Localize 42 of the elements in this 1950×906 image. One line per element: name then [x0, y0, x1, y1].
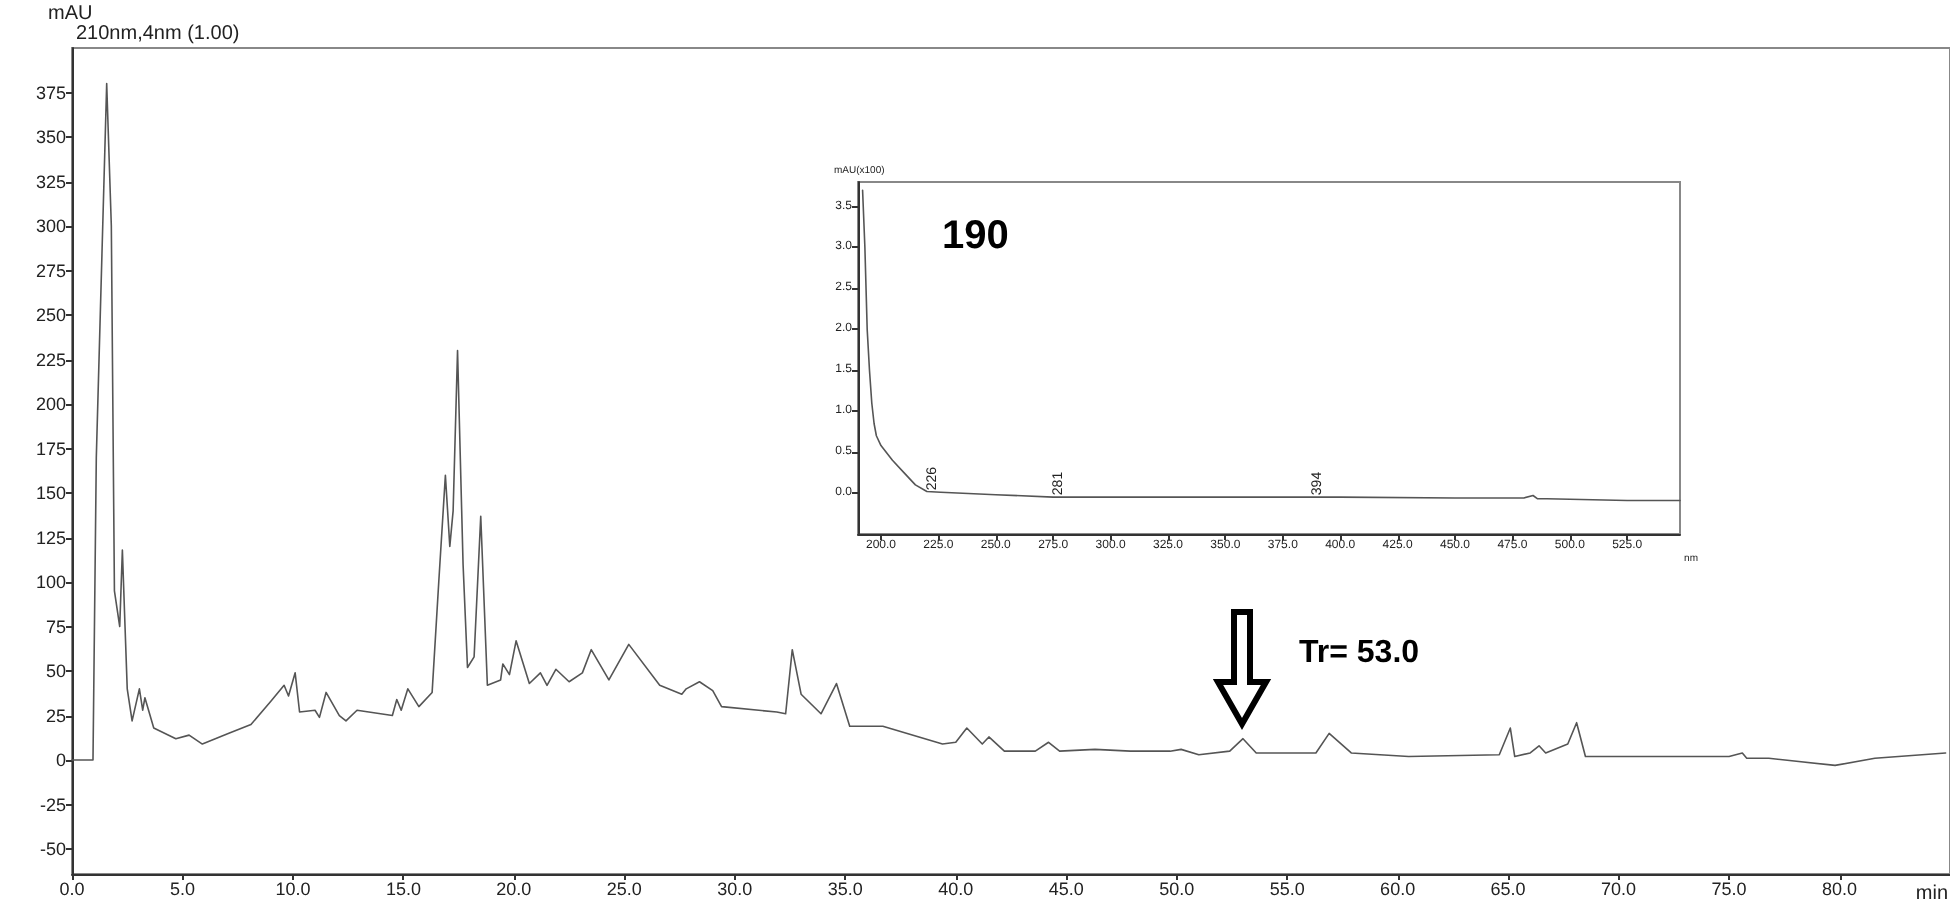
y-tick-label: 175 [35, 438, 66, 459]
y-tick-label: 200 [35, 394, 66, 415]
x-tick-label: 80.0 [1822, 879, 1858, 899]
y-tick-label: 75 [45, 616, 66, 637]
x-tick-label: 60.0 [1380, 879, 1416, 899]
x-tick-label: 0.0 [59, 879, 85, 899]
x-tick-label: 35.0 [827, 879, 863, 899]
x-tick-label: 75.0 [1711, 879, 1747, 899]
annotation: Tr= 53.0 [1298, 635, 1420, 670]
x-tick-label: 40.0 [938, 879, 974, 899]
x-tick-label: 10.0 [275, 879, 311, 899]
y-tick-label: 250 [35, 305, 66, 326]
line-series [71, 82, 1947, 767]
x-tick-label: 50.0 [1159, 879, 1195, 899]
x-axis-title: min [1915, 883, 1949, 905]
y-tick-label: 375 [35, 82, 66, 103]
y-tick-label: 50 [45, 661, 66, 682]
y-tick-label: 350 [35, 127, 66, 148]
y-tick-label: -25 [39, 794, 66, 815]
x-tick-label: 20.0 [496, 879, 532, 899]
y-tick-label: 25 [45, 705, 66, 726]
x-tick-label: 15.0 [385, 879, 421, 899]
x-tick-label: 70.0 [1601, 879, 1637, 899]
y-tick-label: 225 [35, 349, 66, 370]
y-tick-label: 125 [35, 527, 66, 548]
x-tick-label: 5.0 [169, 879, 195, 899]
line-series [861, 189, 1681, 502]
y-tick-label: 300 [35, 216, 66, 237]
x-tick-label: 45.0 [1048, 879, 1084, 899]
y-tick-label: 325 [35, 171, 66, 192]
x-tick-label: 30.0 [717, 879, 753, 899]
y-tick-label: 0 [55, 750, 66, 771]
x-tick-label: 55.0 [1269, 879, 1305, 899]
y-tick-label: 150 [35, 483, 66, 504]
x-tick-label: 25.0 [606, 879, 642, 899]
y-tick-label: -50 [39, 839, 66, 860]
y-tick-label: 100 [35, 572, 66, 593]
chart-subtitle: 210nm,4nm (1.00) [76, 23, 240, 45]
y-axis-title: mAU [48, 3, 93, 25]
y-tick-label: 275 [35, 260, 66, 281]
x-tick-label: 65.0 [1490, 879, 1526, 899]
annotation: 190 [942, 214, 1009, 258]
